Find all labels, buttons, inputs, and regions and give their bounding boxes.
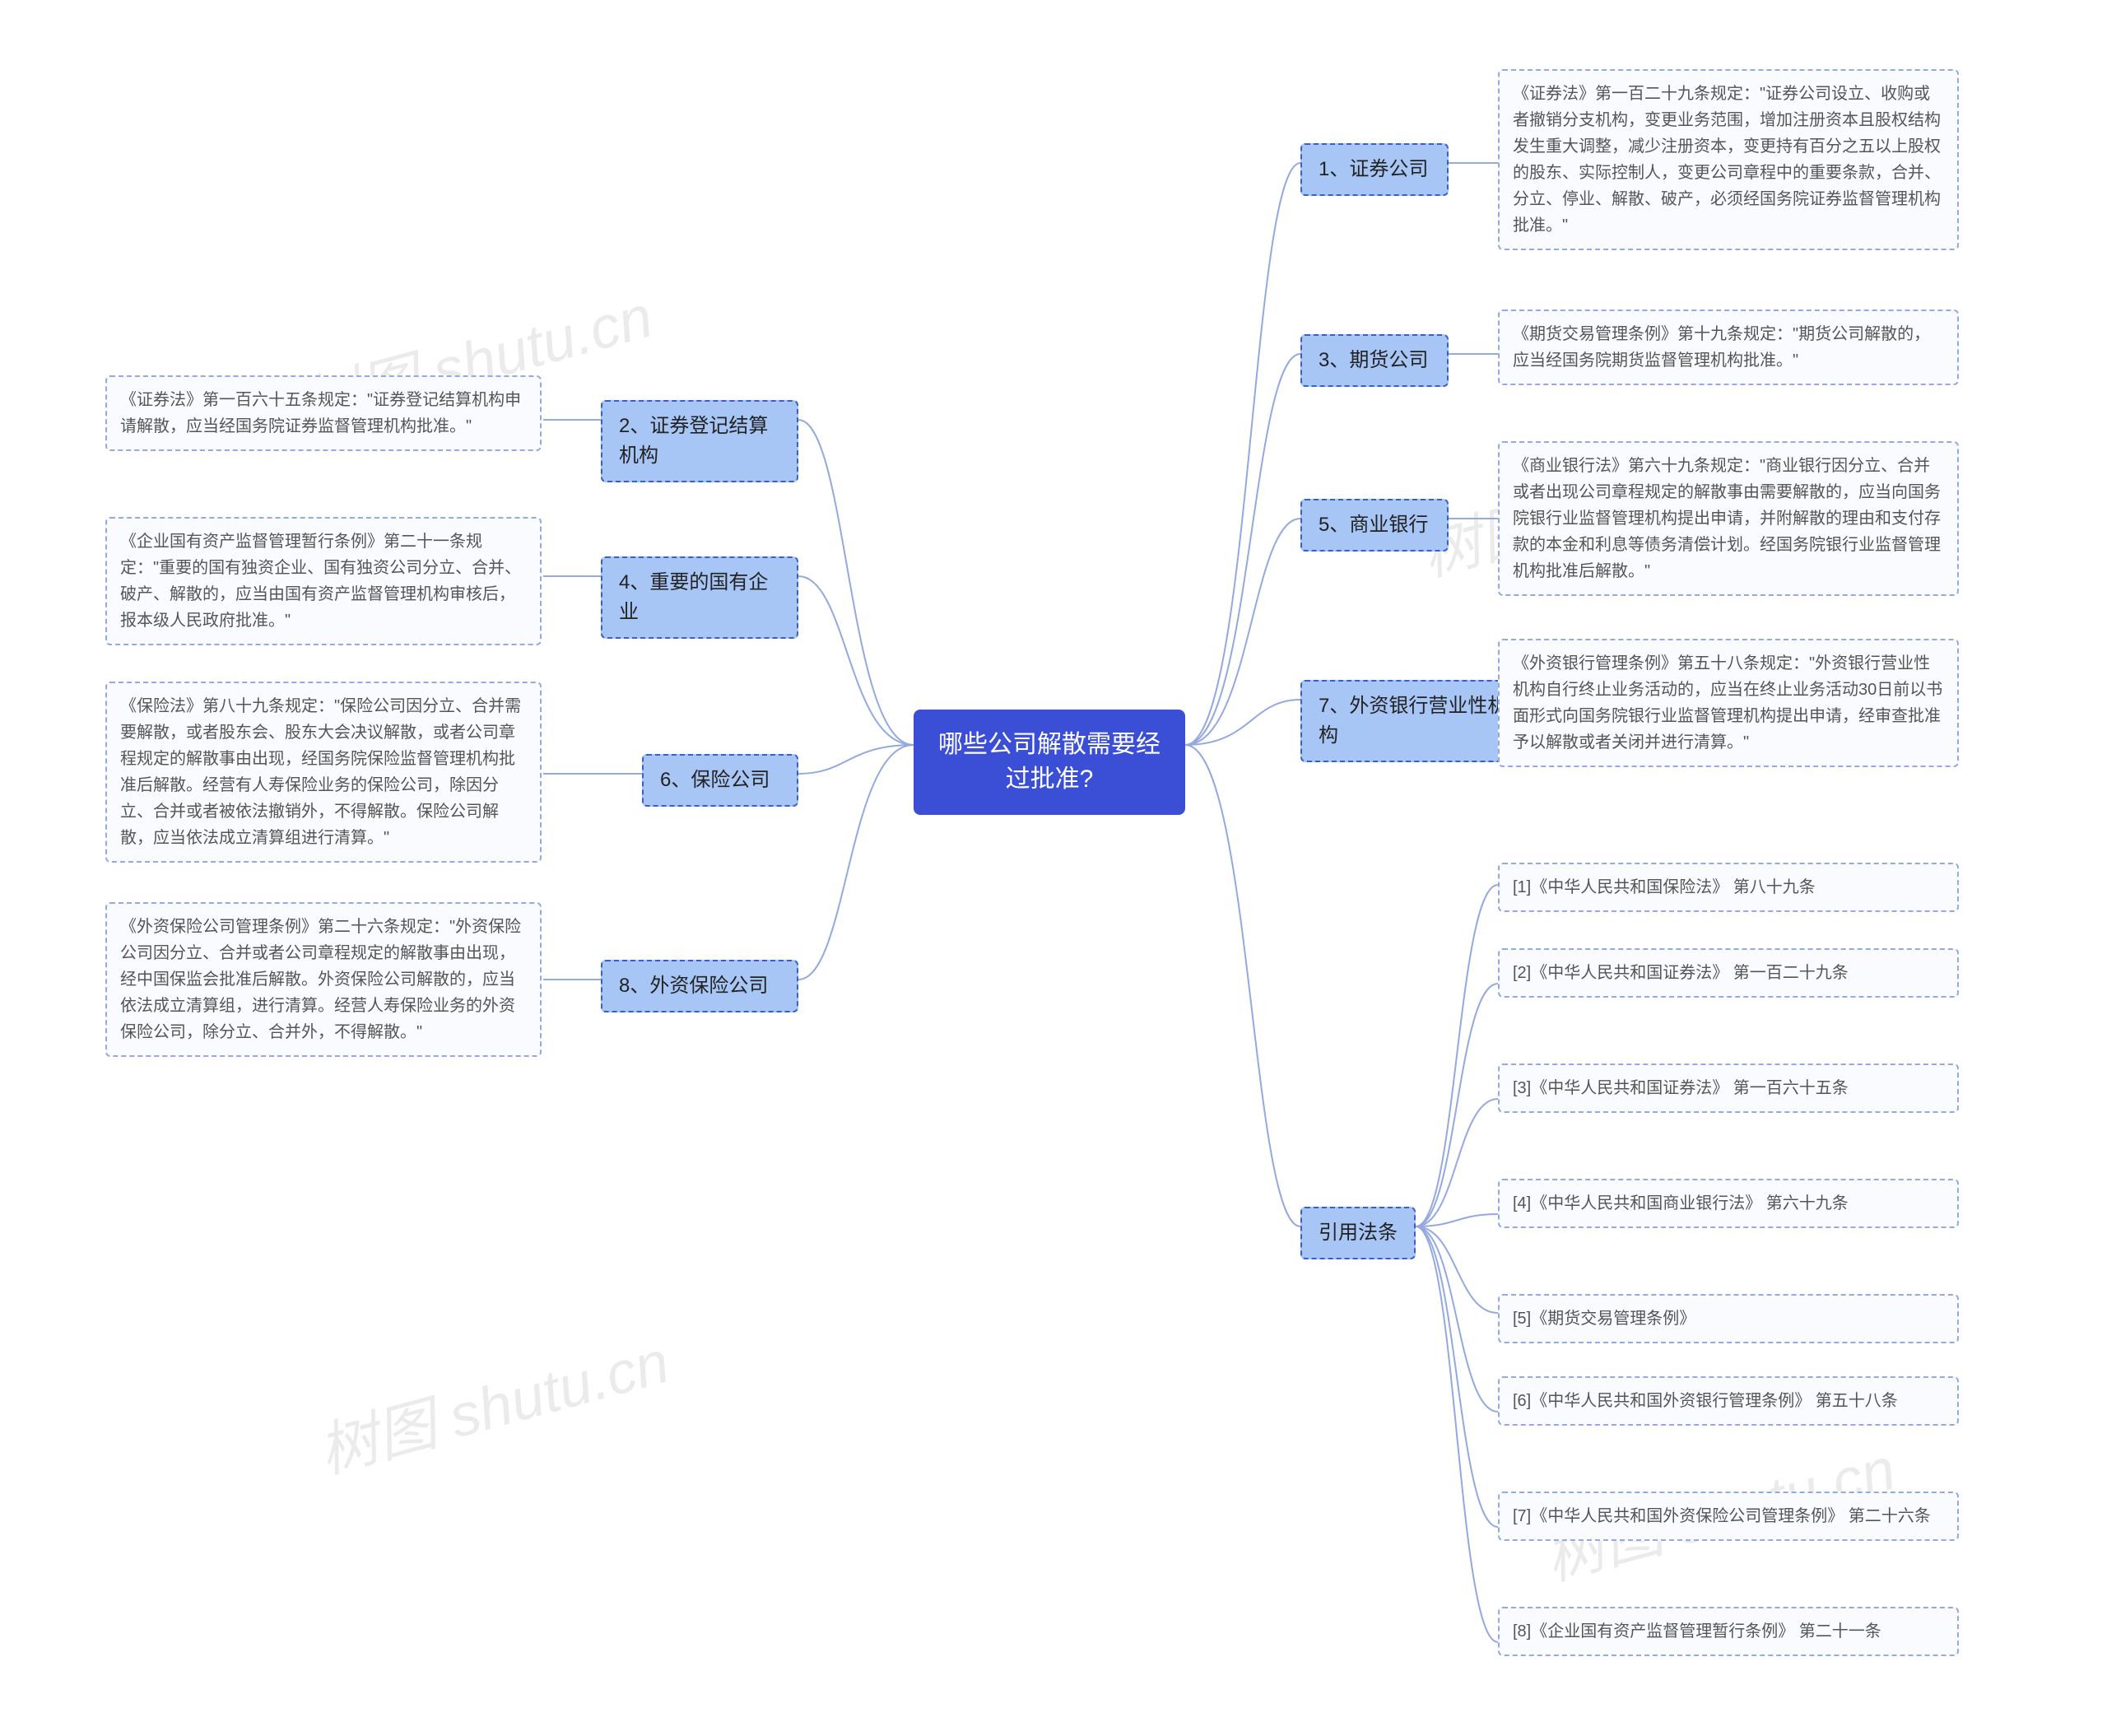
leaf-text: 《证券法》第一百六十五条规定："证券登记结算机构申请解散，应当经国务院证券监督管… bbox=[120, 391, 521, 435]
leaf-text: 《外资保险公司管理条例》第二十六条规定："外资保险公司因分立、合并或者公司章程规… bbox=[120, 918, 521, 1041]
branch-label: 8、外资保险公司 bbox=[619, 975, 768, 997]
ref-item: [3]《中华人民共和国证券法》 第一百六十五条 bbox=[1498, 1063, 1959, 1113]
ref-item: [8]《企业国有资产监督管理暂行条例》 第二十一条 bbox=[1498, 1607, 1959, 1656]
leaf-text: 《证券法》第一百二十九条规定："证券公司设立、收购或者撤销分支机构，变更业务范围… bbox=[1513, 85, 1941, 235]
center-node: 哪些公司解散需要经过批准? bbox=[914, 710, 1185, 815]
branch-label: 3、期货公司 bbox=[1319, 349, 1428, 371]
leaf-right-5: 《商业银行法》第六十九条规定："商业银行因分立、合并或者出现公司章程规定的解散事… bbox=[1498, 441, 1959, 596]
branch-label: 7、外资银行营业性机构 bbox=[1319, 695, 1507, 747]
ref-item: [1]《中华人民共和国保险法》 第八十九条 bbox=[1498, 863, 1959, 912]
branch-label: 4、重要的国有企业 bbox=[619, 571, 768, 623]
center-text: 哪些公司解散需要经过批准? bbox=[938, 731, 1160, 793]
ref-text: [5]《期货交易管理条例》 bbox=[1513, 1310, 1695, 1328]
ref-text: [1]《中华人民共和国保险法》 第八十九条 bbox=[1513, 878, 1816, 896]
branch-left-2: 2、证券登记结算机构 bbox=[601, 400, 798, 482]
leaf-left-2: 《证券法》第一百六十五条规定："证券登记结算机构申请解散，应当经国务院证券监督管… bbox=[105, 375, 542, 451]
branch-label: 2、证券登记结算机构 bbox=[619, 415, 768, 467]
branch-left-4: 4、重要的国有企业 bbox=[601, 556, 798, 639]
ref-item: [4]《中华人民共和国商业银行法》 第六十九条 bbox=[1498, 1179, 1959, 1228]
branch-right-3: 3、期货公司 bbox=[1300, 334, 1449, 387]
leaf-left-8: 《外资保险公司管理条例》第二十六条规定："外资保险公司因分立、合并或者公司章程规… bbox=[105, 902, 542, 1057]
leaf-left-4: 《企业国有资产监督管理暂行条例》第二十一条规定："重要的国有独资企业、国有独资公… bbox=[105, 517, 542, 645]
ref-text: [6]《中华人民共和国外资银行管理条例》 第五十八条 bbox=[1513, 1392, 1898, 1410]
branch-right-refs: 引用法条 bbox=[1300, 1207, 1416, 1259]
branch-label: 引用法条 bbox=[1319, 1222, 1398, 1244]
ref-item: [7]《中华人民共和国外资保险公司管理条例》 第二十六条 bbox=[1498, 1492, 1959, 1541]
ref-text: [2]《中华人民共和国证券法》 第一百二十九条 bbox=[1513, 964, 1849, 982]
leaf-right-1: 《证券法》第一百二十九条规定："证券公司设立、收购或者撤销分支机构，变更业务范围… bbox=[1498, 69, 1959, 250]
leaf-text: 《保险法》第八十九条规定："保险公司因分立、合并需要解散，或者股东会、股东大会决… bbox=[120, 697, 521, 847]
branch-label: 6、保险公司 bbox=[660, 769, 770, 791]
ref-item: [5]《期货交易管理条例》 bbox=[1498, 1294, 1959, 1343]
leaf-right-3: 《期货交易管理条例》第十九条规定："期货公司解散的，应当经国务院期货监督管理机构… bbox=[1498, 310, 1959, 385]
ref-text: [7]《中华人民共和国外资保险公司管理条例》 第二十六条 bbox=[1513, 1507, 1931, 1525]
leaf-text: 《外资银行管理条例》第五十八条规定："外资银行营业性机构自行终止业务活动的，应当… bbox=[1513, 654, 1942, 752]
branch-label: 1、证券公司 bbox=[1319, 158, 1428, 180]
ref-item: [6]《中华人民共和国外资银行管理条例》 第五十八条 bbox=[1498, 1376, 1959, 1426]
branch-label: 5、商业银行 bbox=[1319, 514, 1428, 536]
branch-right-5: 5、商业银行 bbox=[1300, 499, 1449, 552]
ref-text: [3]《中华人民共和国证券法》 第一百六十五条 bbox=[1513, 1079, 1849, 1097]
watermark: 树图 shutu.cn bbox=[308, 1313, 677, 1489]
leaf-left-6: 《保险法》第八十九条规定："保险公司因分立、合并需要解散，或者股东会、股东大会决… bbox=[105, 682, 542, 863]
leaf-text: 《商业银行法》第六十九条规定："商业银行因分立、合并或者出现公司章程规定的解散事… bbox=[1513, 457, 1941, 580]
leaf-text: 《企业国有资产监督管理暂行条例》第二十一条规定："重要的国有独资企业、国有独资公… bbox=[120, 533, 521, 630]
branch-right-1: 1、证券公司 bbox=[1300, 143, 1449, 196]
leaf-text: 《期货交易管理条例》第十九条规定："期货公司解散的，应当经国务院期货监督管理机构… bbox=[1513, 325, 1930, 370]
branch-left-8: 8、外资保险公司 bbox=[601, 960, 798, 1012]
ref-item: [2]《中华人民共和国证券法》 第一百二十九条 bbox=[1498, 948, 1959, 998]
leaf-right-7: 《外资银行管理条例》第五十八条规定："外资银行营业性机构自行终止业务活动的，应当… bbox=[1498, 639, 1959, 767]
ref-text: [4]《中华人民共和国商业银行法》 第六十九条 bbox=[1513, 1194, 1849, 1212]
branch-left-6: 6、保险公司 bbox=[642, 754, 798, 807]
ref-text: [8]《企业国有资产监督管理暂行条例》 第二十一条 bbox=[1513, 1622, 1881, 1641]
